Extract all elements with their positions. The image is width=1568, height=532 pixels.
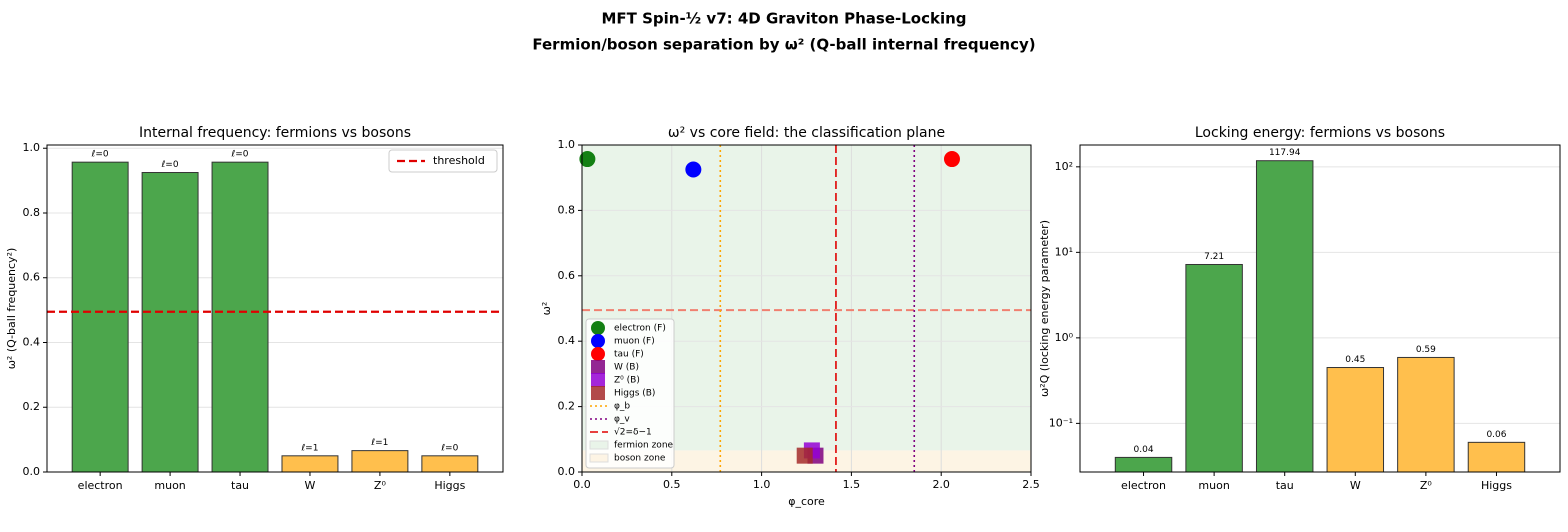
point [943,151,960,168]
x-tick-label: Z⁰ [374,479,387,492]
bar [1185,263,1243,473]
axes-frame [581,144,1032,473]
y-tick-label: 0.8 [558,203,576,216]
y-tick-label: 0.4 [558,334,576,347]
axes-title: Internal frequency: fermions vs bosons [139,125,411,141]
legend-label: electron (F) [614,324,666,334]
legend-box [585,318,675,469]
y-tick-label: 0.8 [23,206,41,219]
x-tick-label: W [305,479,316,492]
y-tick-label: 1.0 [23,141,41,154]
legend-label: Higgs (B) [614,389,655,399]
legend-label: W (B) [614,363,639,373]
bar-annotation: ℓ=0 [231,150,249,160]
x-tick-label: 2.5 [1022,478,1040,491]
legend-label: φ_v [614,415,630,425]
bar [71,161,129,473]
bar [1326,367,1385,473]
value-label: 0.04 [1134,445,1154,455]
bar-annotation: ℓ=0 [161,160,179,170]
value-label: 0.59 [1416,345,1436,355]
y-axis-label: ω² [540,302,553,316]
y-axis-label: ω²Q (locking energy parameter) [1038,220,1051,397]
x-tick-label: 1.5 [843,478,861,491]
x-axis-label: φ_core [788,495,825,508]
x-tick-label: Z⁰ [1420,479,1433,492]
legend-swatch [589,453,609,463]
bar [1114,456,1173,473]
y-tick-label: 0.6 [23,271,41,284]
legend-swatch [591,334,605,348]
legend-label: threshold [433,154,485,167]
axes-title: ω² vs core field: the classification pla… [668,125,945,141]
x-tick-label: Higgs [1481,479,1512,492]
bar [1467,441,1526,473]
axes-frame [1079,144,1561,473]
y-tick-label: 0.2 [558,400,576,413]
y-tick-label: 0.0 [23,465,41,478]
y-tick-label: 10¹ [1055,245,1073,258]
legend-box [388,149,498,173]
value-label: 0.06 [1486,430,1506,440]
x-tick-label: electron [1121,479,1166,492]
y-tick-label: 10² [1055,160,1073,173]
y-tick-label: 10⁰ [1055,331,1074,344]
x-tick-label: muon [154,479,185,492]
bar-annotation: ℓ=1 [300,443,318,453]
bar [1255,160,1314,473]
legend-swatch [591,321,605,335]
legend-label: boson zone [614,454,666,464]
x-tick-label: muon [1198,479,1229,492]
bar-annotation: ℓ=0 [91,150,109,160]
legend-label: muon (F) [614,337,655,347]
legend-label: √2=δ−1 [614,427,652,438]
x-tick-label: W [1350,479,1361,492]
legend-label: Z⁰ (B) [614,376,640,386]
y-tick-label: 0.2 [23,400,41,413]
bar [141,172,199,473]
x-tick-label: electron [78,479,123,492]
legend-swatch [591,373,605,387]
y-axis-label: ω² (Q-ball frequency²) [5,248,18,370]
bar [1397,356,1455,473]
y-tick-label: 0.0 [558,465,576,478]
x-tick-label: tau [1276,479,1294,492]
x-tick-label: 0.0 [573,478,591,491]
axes-frame [46,144,504,473]
x-tick-label: tau [231,479,249,492]
bar [421,455,479,473]
bar [351,450,409,473]
point [796,447,813,464]
x-tick-label: 0.5 [663,478,681,491]
x-tick-label: 2.0 [932,478,950,491]
bar-annotation: ℓ=1 [370,438,388,448]
figure-subtitle: Fermion/boson separation by ω² (Q-ball i… [532,36,1035,54]
y-tick-label: 0.4 [23,335,41,348]
y-tick-label: 10⁻¹ [1049,416,1073,429]
bar [211,161,269,473]
axes-title: Locking energy: fermions vs bosons [1195,125,1445,141]
legend-swatch [591,360,605,374]
legend-label: fermion zone [614,441,674,451]
legend-label: φ_b [614,402,630,412]
legend-swatch [589,440,609,450]
bar [281,455,339,473]
legend-label: tau (F) [614,350,644,360]
x-tick-label: 1.0 [753,478,771,491]
value-label: 7.21 [1204,252,1224,262]
value-label: 0.45 [1345,355,1365,365]
figure-title: MFT Spin-½ v7: 4D Graviton Phase-Locking [601,10,966,28]
legend-swatch [591,386,605,400]
bar-annotation: ℓ=0 [440,443,458,453]
x-tick-label: Higgs [434,479,465,492]
point [579,151,596,168]
value-label: 117.94 [1269,148,1301,158]
y-tick-label: 0.6 [558,269,576,282]
point [685,161,702,178]
y-tick-label: 1.0 [558,138,576,151]
legend-swatch [591,347,605,361]
